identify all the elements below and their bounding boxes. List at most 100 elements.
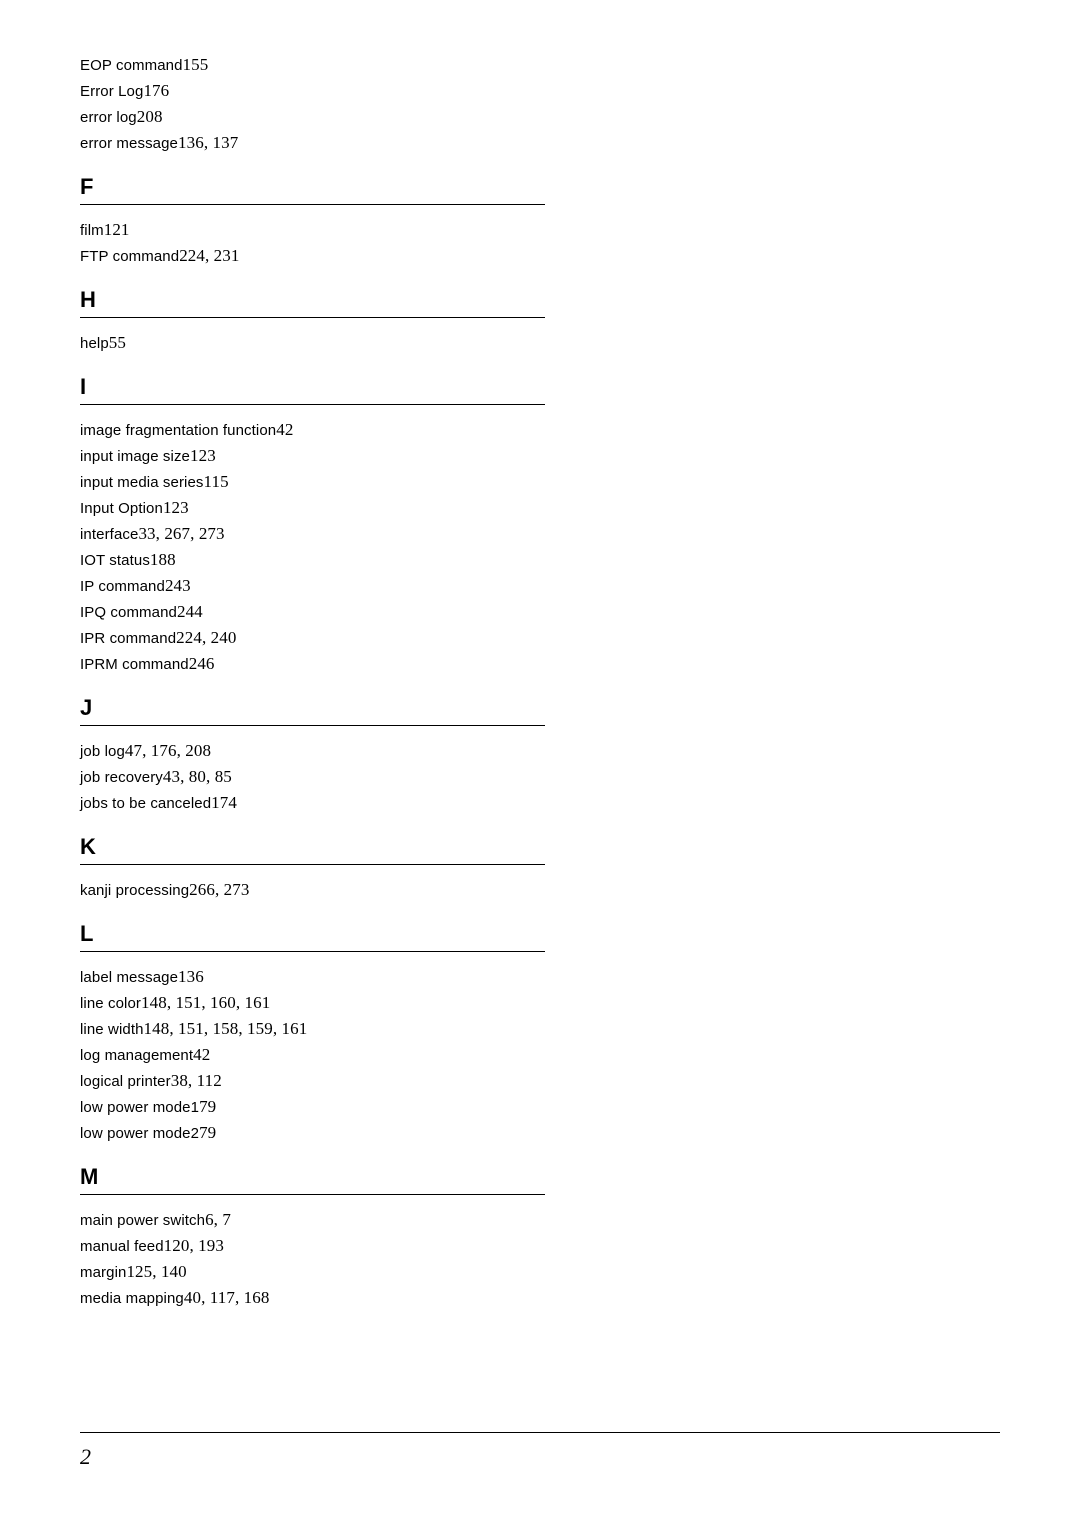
index-term: job recovery: [80, 769, 163, 786]
section-heading: F: [80, 174, 545, 205]
index-term: Error Log: [80, 83, 143, 100]
index-pages: 42: [193, 1045, 210, 1064]
index-pages: 120, 193: [164, 1236, 224, 1255]
index-term: image fragmentation function: [80, 422, 276, 439]
index-term: kanji processing: [80, 882, 189, 899]
index-entry: Error Log176: [80, 78, 610, 104]
section-letter: K: [80, 834, 96, 859]
index-entry: interface33, 267, 273: [80, 521, 610, 547]
index-pages: 155: [183, 55, 209, 74]
section-heading: J: [80, 695, 545, 726]
index-pages: 188: [150, 550, 176, 569]
index-term: error log: [80, 109, 137, 126]
index-pages: 79: [199, 1097, 216, 1116]
index-entry: input image size123: [80, 443, 610, 469]
index-term: label message: [80, 969, 178, 986]
section-heading: H: [80, 287, 545, 318]
section-body: job log47, 176, 208job recovery43, 80, 8…: [80, 738, 610, 816]
section-letter: J: [80, 695, 92, 720]
index-pages: 79: [199, 1123, 216, 1142]
index-term: main power switch: [80, 1212, 205, 1229]
index-term: input image size: [80, 448, 190, 465]
index-term: job log: [80, 743, 125, 760]
index-pages: 136, 137: [178, 133, 238, 152]
section-heading: I: [80, 374, 545, 405]
footer-rule: [80, 1432, 1000, 1433]
page-number: 2: [80, 1444, 91, 1470]
index-term: IPRM command: [80, 656, 189, 673]
index-pages: 246: [189, 654, 215, 673]
index-entry: kanji processing266, 273: [80, 877, 610, 903]
index-entry: FTP command224, 231: [80, 243, 610, 269]
index-section: Ffilm121FTP command224, 231: [80, 174, 610, 269]
index-term: log management: [80, 1047, 193, 1064]
index-term: margin: [80, 1264, 126, 1281]
index-pages: 208: [137, 107, 163, 126]
index-entry: media mapping40, 117, 168: [80, 1285, 610, 1311]
index-entry: jobs to be canceled174: [80, 790, 610, 816]
index-pages: 33, 267, 273: [138, 524, 224, 543]
index-pages: 243: [165, 576, 191, 595]
index-pages: 125, 140: [126, 1262, 186, 1281]
index-entry: IPQ command244: [80, 599, 610, 625]
index-entry: job log47, 176, 208: [80, 738, 610, 764]
section-body: label message136line color148, 151, 160,…: [80, 964, 610, 1146]
index-entry: help55: [80, 330, 610, 356]
index-entry: margin125, 140: [80, 1259, 610, 1285]
index-section: Hhelp55: [80, 287, 610, 356]
section-letter: L: [80, 921, 93, 946]
section-letter: M: [80, 1164, 98, 1189]
index-pages: 174: [211, 793, 237, 812]
index-entry: low power mode179: [80, 1094, 610, 1120]
index-term: IPR command: [80, 630, 176, 647]
index-entry: line width148, 151, 158, 159, 161: [80, 1016, 610, 1042]
index-term: line width: [80, 1021, 144, 1038]
index-entry: error message136, 137: [80, 130, 610, 156]
index-entry: label message136: [80, 964, 610, 990]
index-pages: 244: [177, 602, 203, 621]
index-term: help: [80, 335, 109, 352]
index-term: media mapping: [80, 1290, 184, 1307]
section-letter: I: [80, 374, 86, 399]
index-entry: job recovery43, 80, 85: [80, 764, 610, 790]
section-body: kanji processing266, 273: [80, 877, 610, 903]
index-pages: 224, 240: [176, 628, 236, 647]
section-letter: H: [80, 287, 96, 312]
index-term: IPQ command: [80, 604, 177, 621]
index-entry: manual feed120, 193: [80, 1233, 610, 1259]
section-body: help55: [80, 330, 610, 356]
index-term: interface: [80, 526, 138, 543]
index-entry: low power mode279: [80, 1120, 610, 1146]
index-entry: EOP command155: [80, 52, 610, 78]
section-body: main power switch6, 7 manual feed120, 193…: [80, 1207, 610, 1311]
index-pages: 123: [163, 498, 189, 517]
index-entry: error log208: [80, 104, 610, 130]
index-pages: 6, 7: [205, 1210, 231, 1229]
index-pages: 136: [178, 967, 204, 986]
index-section: Llabel message136line color148, 151, 160…: [80, 921, 610, 1146]
section-heading: K: [80, 834, 545, 865]
index-entry: log management42: [80, 1042, 610, 1068]
index-entry: IP command243: [80, 573, 610, 599]
index-entry: input media series115: [80, 469, 610, 495]
index-section: Mmain power switch6, 7 manual feed120, 19…: [80, 1164, 610, 1311]
index-pages: 38, 112: [171, 1071, 222, 1090]
index-entry: Input Option123: [80, 495, 610, 521]
index-term: IOT status: [80, 552, 150, 569]
section-body: film121FTP command224, 231: [80, 217, 610, 269]
index-entry: image fragmentation function42: [80, 417, 610, 443]
index-pages: 121: [104, 220, 130, 239]
index-pages: 115: [204, 472, 229, 491]
index-term: film: [80, 222, 104, 239]
index-term: manual feed: [80, 1238, 164, 1255]
index-term: low power mode1: [80, 1099, 199, 1116]
index-term: Input Option: [80, 500, 163, 517]
index-term: jobs to be canceled: [80, 795, 211, 812]
index-pages: 43, 80, 85: [163, 767, 232, 786]
index-term: logical printer: [80, 1073, 171, 1090]
index-entry: IOT status188: [80, 547, 610, 573]
index-section: Jjob log47, 176, 208job recovery43, 80, …: [80, 695, 610, 816]
index-section: Kkanji processing266, 273: [80, 834, 610, 903]
index-pages: 224, 231: [179, 246, 239, 265]
index-entry: film121: [80, 217, 610, 243]
